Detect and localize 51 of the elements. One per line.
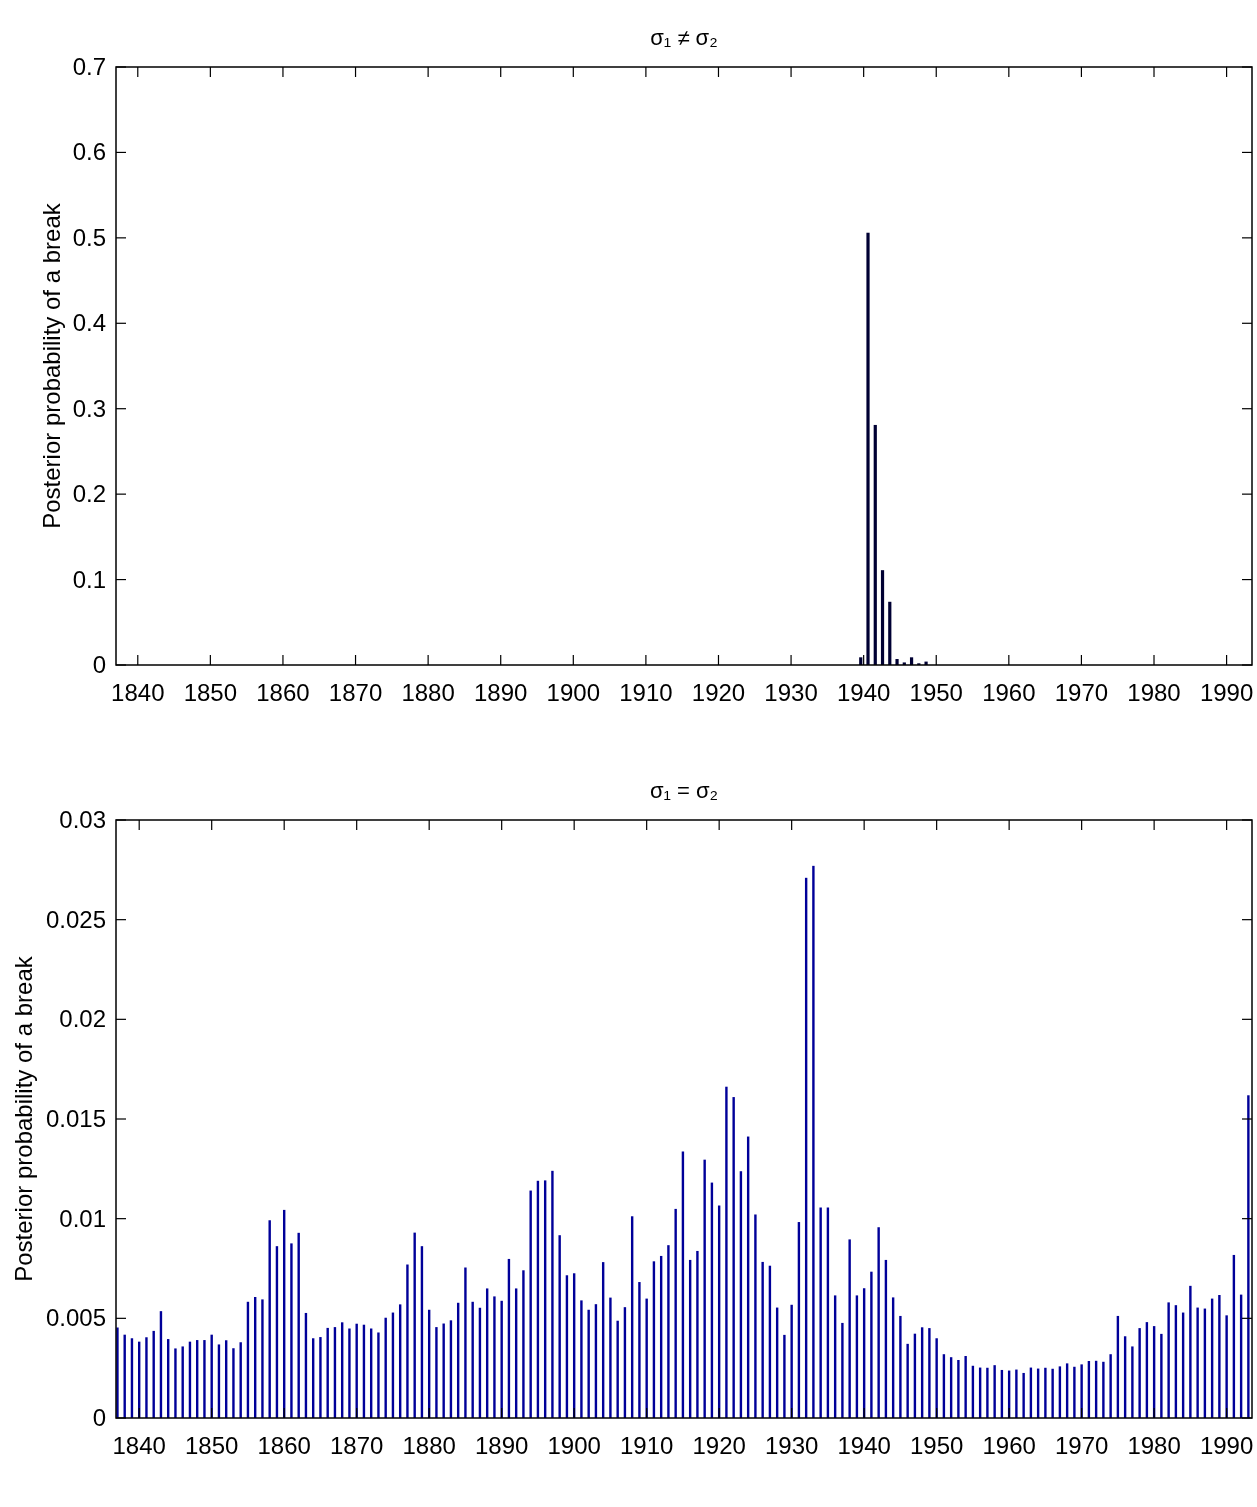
y-tick-label: 0.005: [45, 1304, 106, 1332]
y-tick-label: 0.1: [72, 565, 106, 593]
x-tick-label: 1860: [257, 1432, 311, 1459]
x-tick-label: 1940: [837, 1432, 891, 1459]
x-tick-label: 1880: [402, 1432, 456, 1459]
x-tick-label: 1850: [185, 1432, 239, 1459]
x-tick-label: 1990: [1199, 1432, 1254, 1459]
x-tick-label: 1920: [691, 679, 746, 706]
x-tick-label: 1870: [329, 1432, 384, 1459]
y-tick-label: 0.7: [72, 53, 106, 80]
x-tick-label: 1960: [982, 1432, 1036, 1459]
y-tick-label: 0.025: [45, 905, 106, 933]
x-tick-label: 1980: [1127, 679, 1181, 706]
chart-title: σ₁ ≠ σ₂: [650, 25, 718, 50]
y-tick-label: 0.4: [72, 309, 106, 337]
y-tick-label: 0: [92, 1404, 106, 1431]
x-tick-label: 1860: [256, 679, 310, 706]
x-tick-label: 1870: [328, 679, 383, 706]
x-tick-label: 1980: [1127, 1432, 1181, 1459]
x-tick-label: 1890: [474, 679, 528, 706]
x-tick-label: 1950: [909, 679, 963, 706]
x-tick-label: 1900: [546, 679, 600, 706]
x-tick-label: 1960: [982, 679, 1036, 706]
y-tick-label: 0.015: [45, 1105, 106, 1132]
x-tick-label: 1890: [474, 1432, 529, 1459]
x-tick-label: 1880: [401, 679, 455, 706]
x-tick-label: 1930: [764, 679, 818, 706]
y-tick-label: 0.01: [59, 1204, 106, 1232]
x-tick-label: 1910: [619, 1432, 674, 1459]
y-tick-label: 0.5: [72, 223, 106, 251]
x-tick-label: 1970: [1054, 1432, 1109, 1459]
x-tick-label: 1920: [692, 1432, 746, 1459]
x-tick-label: 1990: [1199, 679, 1254, 706]
y-axis-title: Posterior probability of a break: [10, 955, 37, 1282]
x-tick-label: 1940: [836, 679, 891, 706]
x-tick-label: 1840: [111, 679, 165, 706]
x-tick-label: 1970: [1054, 679, 1109, 706]
y-tick-label: 0.02: [59, 1005, 106, 1033]
y-axis-title: Posterior probability of a break: [38, 202, 65, 529]
x-tick-label: 1840: [112, 1432, 166, 1459]
y-tick-label: 0: [92, 651, 106, 678]
x-tick-label: 1950: [909, 1432, 964, 1459]
y-tick-label: 0.3: [72, 394, 106, 422]
x-tick-label: 1910: [619, 679, 673, 706]
chart-title: σ₁ = σ₂: [649, 778, 719, 803]
y-tick-label: 0.6: [72, 138, 106, 166]
x-tick-label: 1850: [183, 679, 238, 706]
y-tick-label: 0.2: [72, 480, 106, 508]
y-tick-label: 0.03: [59, 806, 106, 833]
x-tick-label: 1900: [547, 1432, 601, 1459]
x-tick-label: 1930: [764, 1432, 819, 1459]
